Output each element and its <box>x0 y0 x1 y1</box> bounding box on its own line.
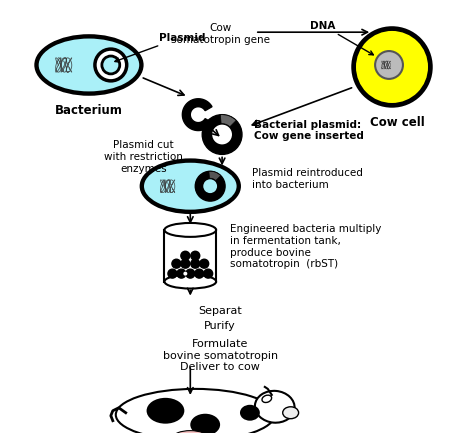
Ellipse shape <box>190 414 220 434</box>
Circle shape <box>375 52 403 80</box>
Circle shape <box>177 270 186 279</box>
Circle shape <box>181 260 190 269</box>
Circle shape <box>191 260 200 269</box>
Text: Bacterial plasmid:
Cow gene inserted: Bacterial plasmid: Cow gene inserted <box>254 119 364 141</box>
Text: Separat: Separat <box>198 306 242 316</box>
Text: Formulate
bovine somatotropin: Formulate bovine somatotropin <box>163 339 278 360</box>
Text: Plasmid: Plasmid <box>115 33 205 63</box>
Ellipse shape <box>255 391 295 423</box>
Ellipse shape <box>143 162 238 211</box>
Ellipse shape <box>283 407 299 419</box>
Text: Plasmid cut
with restriction
enzymes: Plasmid cut with restriction enzymes <box>104 140 183 173</box>
Wedge shape <box>209 172 221 181</box>
Ellipse shape <box>164 224 216 237</box>
Circle shape <box>186 270 195 279</box>
Ellipse shape <box>262 395 272 403</box>
Text: Cow
somatotropin gene: Cow somatotropin gene <box>171 23 270 45</box>
Circle shape <box>95 50 127 82</box>
Circle shape <box>202 115 242 155</box>
Text: Cow cell: Cow cell <box>370 115 424 128</box>
Circle shape <box>354 30 430 105</box>
Text: Purify: Purify <box>204 321 236 331</box>
Circle shape <box>172 260 181 269</box>
Ellipse shape <box>164 275 216 289</box>
Circle shape <box>195 270 204 279</box>
Circle shape <box>183 272 187 276</box>
Circle shape <box>168 270 177 279</box>
Ellipse shape <box>34 35 144 96</box>
Ellipse shape <box>173 431 208 434</box>
Circle shape <box>204 270 213 279</box>
Ellipse shape <box>240 405 260 421</box>
Ellipse shape <box>116 389 275 434</box>
Ellipse shape <box>140 159 241 214</box>
Text: Deliver to cow: Deliver to cow <box>180 361 260 371</box>
Circle shape <box>202 179 218 195</box>
Text: Engineered bacteria multiply
in fermentation tank,
produce bovine
somatotropin  : Engineered bacteria multiply in fermenta… <box>230 224 382 269</box>
Circle shape <box>102 57 120 75</box>
Polygon shape <box>164 230 216 282</box>
Circle shape <box>195 172 225 202</box>
Text: Plasmid reintroduced
into bacterium: Plasmid reintroduced into bacterium <box>252 168 363 190</box>
Circle shape <box>191 252 200 261</box>
Ellipse shape <box>146 398 184 424</box>
Circle shape <box>181 252 190 261</box>
Circle shape <box>351 27 433 108</box>
Text: Bacterium: Bacterium <box>55 103 123 116</box>
Circle shape <box>200 260 209 269</box>
Polygon shape <box>182 99 212 131</box>
Text: DNA: DNA <box>310 21 374 56</box>
Ellipse shape <box>37 38 141 94</box>
Wedge shape <box>220 115 236 128</box>
Circle shape <box>211 124 233 146</box>
